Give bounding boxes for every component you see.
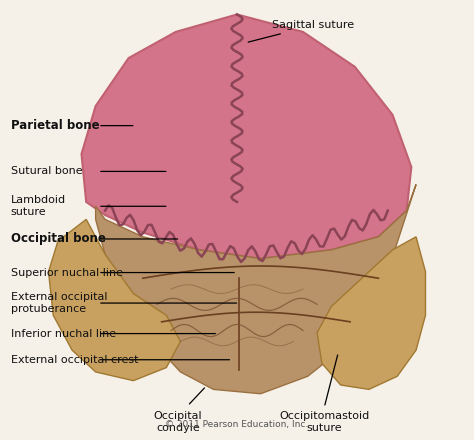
Text: Occipital bone: Occipital bone: [11, 232, 106, 246]
Text: Sagittal suture: Sagittal suture: [248, 20, 355, 42]
Polygon shape: [96, 184, 416, 394]
Polygon shape: [48, 220, 181, 381]
Text: Sutural bone: Sutural bone: [11, 166, 82, 176]
Polygon shape: [82, 15, 411, 259]
Text: © 2011 Pearson Education, Inc.: © 2011 Pearson Education, Inc.: [165, 421, 309, 429]
Text: Parietal bone: Parietal bone: [11, 119, 100, 132]
Text: Occipital
condyle: Occipital condyle: [154, 411, 202, 433]
Text: Occipitomastoid
suture: Occipitomastoid suture: [279, 411, 369, 433]
Text: External occipital
protuberance: External occipital protuberance: [11, 292, 107, 314]
Polygon shape: [317, 237, 426, 389]
Text: Lambdoid
suture: Lambdoid suture: [11, 195, 66, 217]
Text: External occipital crest: External occipital crest: [11, 355, 138, 365]
Text: Superior nuchal line: Superior nuchal line: [11, 268, 123, 278]
Text: Inferior nuchal line: Inferior nuchal line: [11, 329, 116, 339]
